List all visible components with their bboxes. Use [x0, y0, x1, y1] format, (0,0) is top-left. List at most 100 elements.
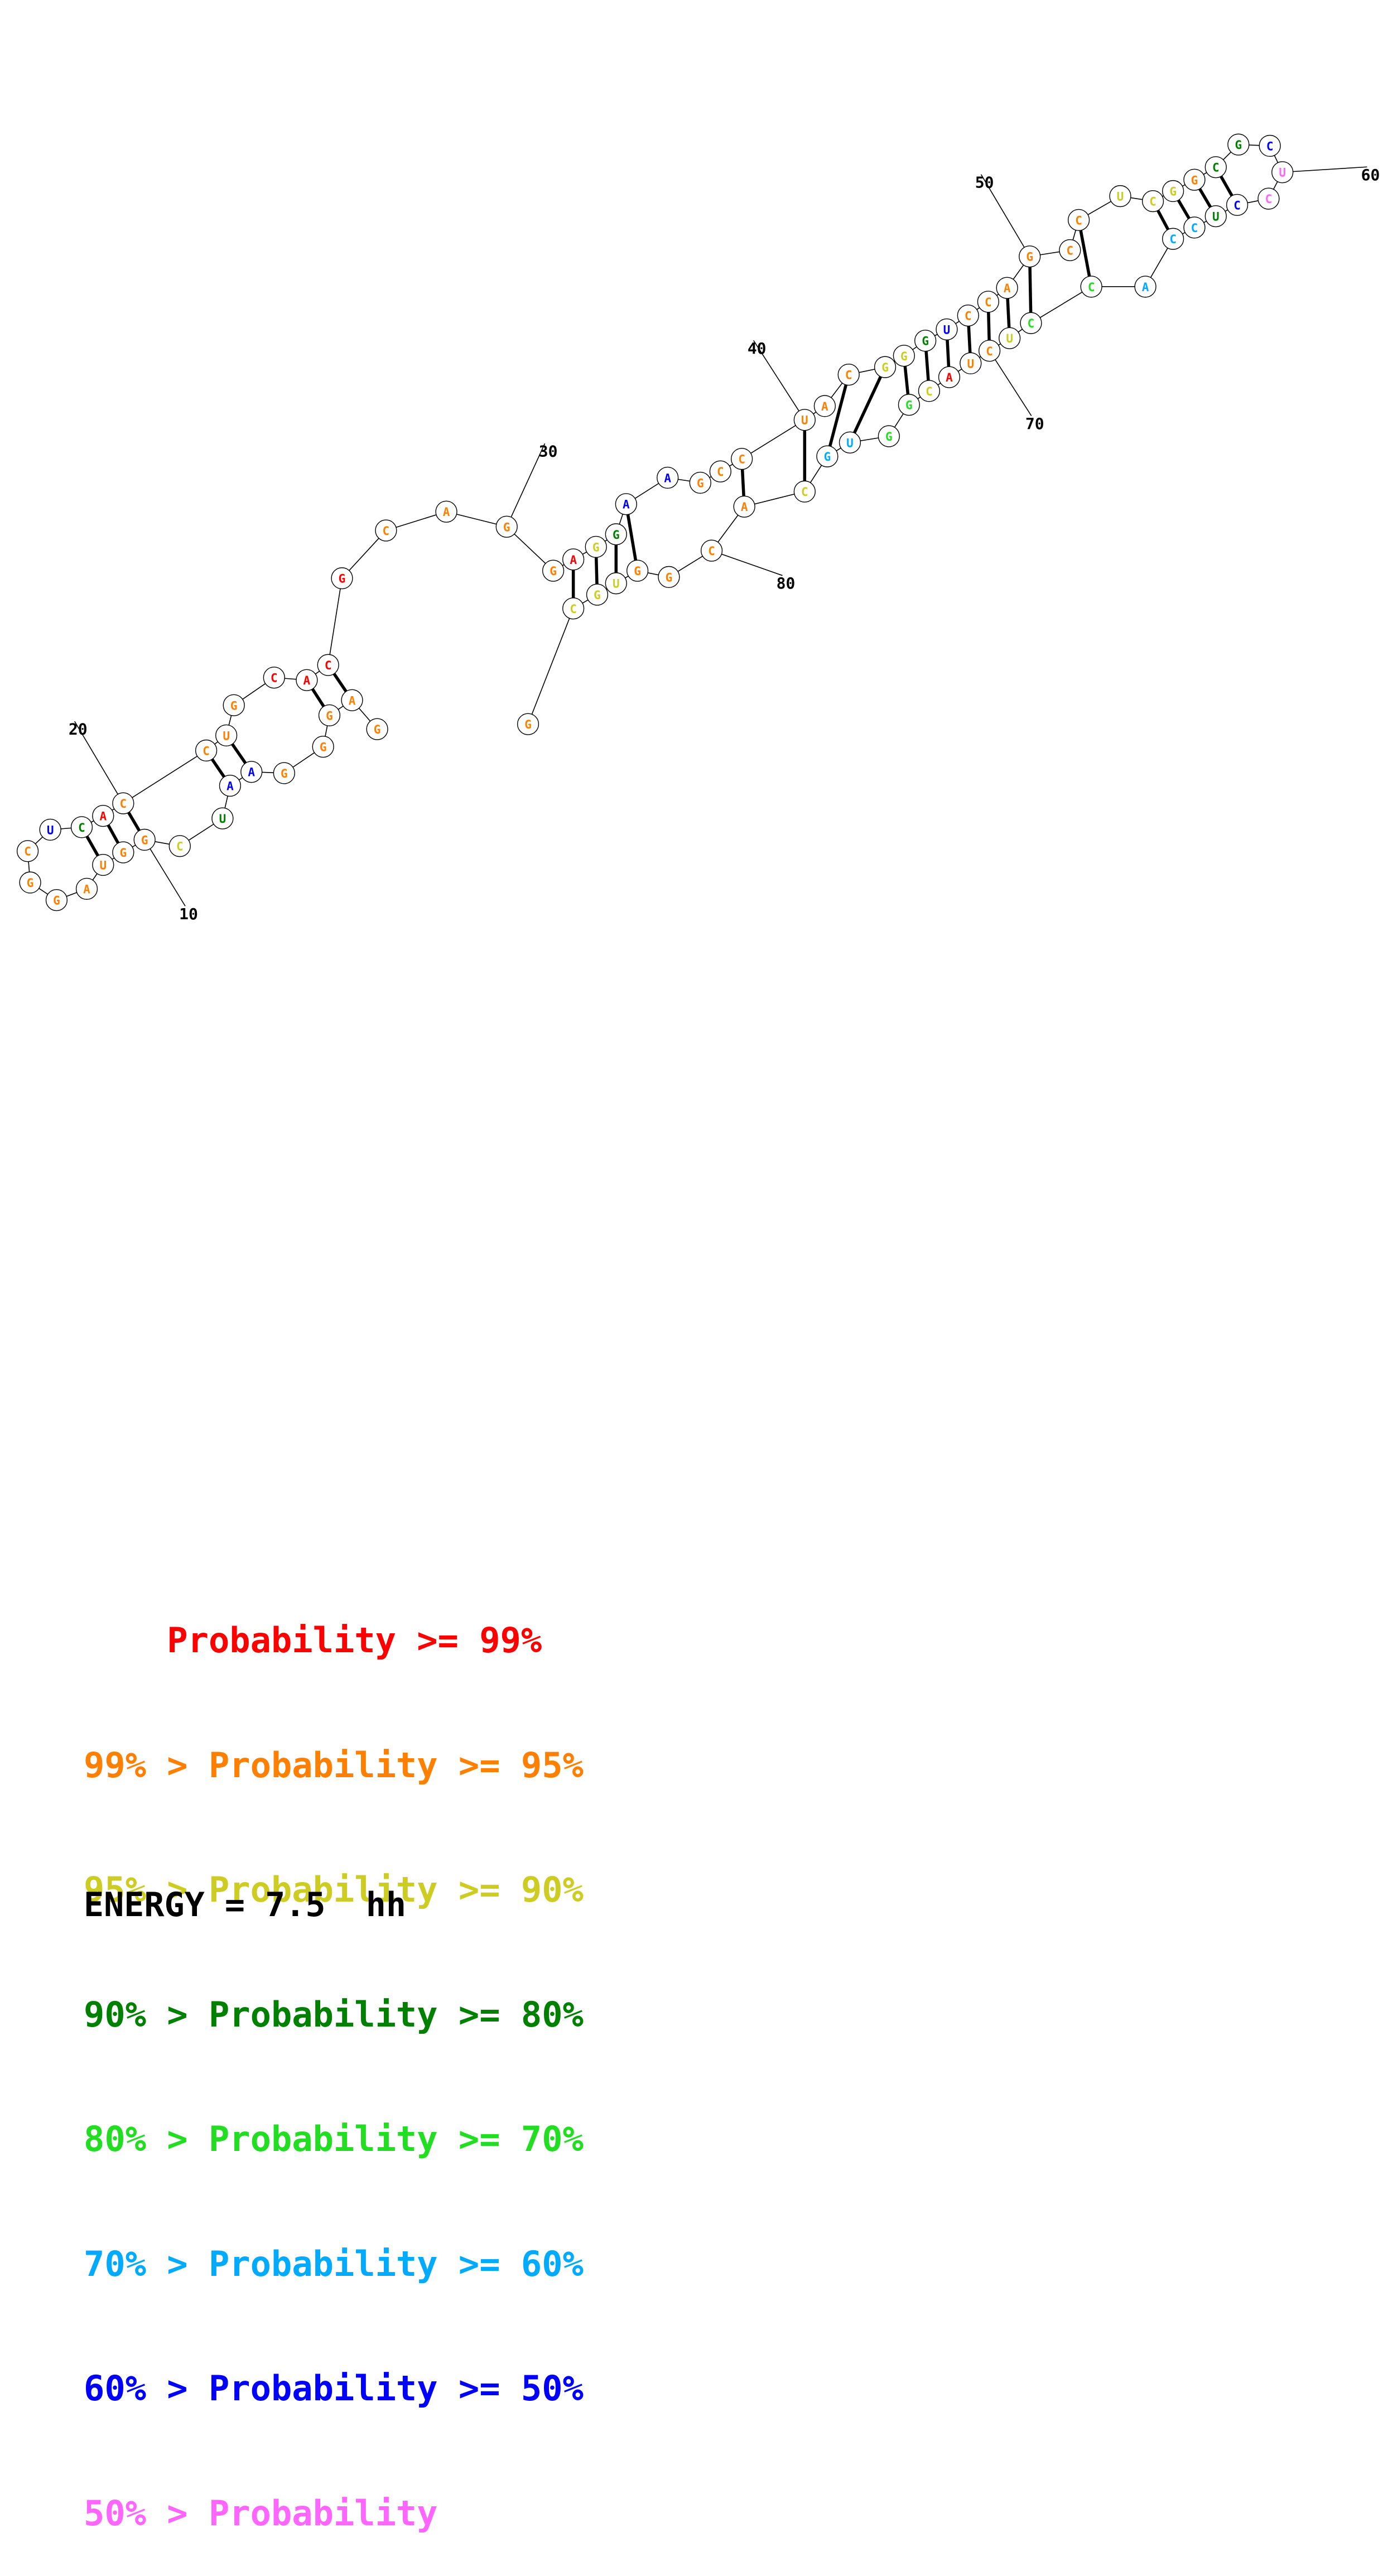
nucleotide-letter: C — [78, 821, 85, 834]
nucleotide-circle — [898, 394, 921, 416]
nucleotide: U — [605, 572, 627, 595]
nucleotide: G — [312, 736, 334, 758]
nucleotide: A — [938, 366, 961, 388]
nucleotide-letter: G — [900, 350, 908, 363]
nucleotide: C — [1059, 239, 1081, 262]
nucleotide-letter: C — [1169, 233, 1177, 246]
base-pair-bond — [826, 374, 850, 457]
nucleotide-circle — [960, 352, 982, 374]
nucleotide-letter: G — [141, 833, 148, 847]
nucleotide-letter: C — [965, 310, 972, 323]
nucleotide-letter: G — [550, 565, 557, 578]
nucleotide: G — [878, 425, 900, 447]
nucleotide-letter: U — [1117, 190, 1124, 204]
nucleotide: A — [813, 395, 836, 417]
nucleotide-letter: C — [1265, 192, 1273, 206]
nucleotide-circle — [733, 495, 755, 518]
base-pair-bond — [624, 504, 639, 571]
nucleotide-circle — [837, 363, 860, 386]
nucleotide-letter: G — [503, 520, 510, 534]
nucleotide: A — [341, 689, 363, 711]
nucleotide-circle — [936, 318, 958, 341]
nucleotide-letter: G — [885, 430, 893, 443]
nucleotide-letter: G — [905, 399, 913, 412]
nucleotide-letter: C — [203, 744, 210, 758]
nucleotide-circle — [133, 828, 156, 851]
nucleotide-circle — [1204, 205, 1227, 228]
nucleotide-circle — [893, 345, 915, 367]
nucleotide-letter: C — [1075, 214, 1082, 227]
nucleotide: C — [168, 835, 191, 857]
nucleotide-circle — [273, 762, 295, 784]
nucleotide: C — [1141, 190, 1164, 213]
legend-row-prob-90: 95% > Probability >= 90% — [84, 1869, 584, 1910]
position-label: 40 — [748, 339, 767, 358]
nucleotide: G — [495, 515, 518, 538]
nucleotide: C — [1080, 276, 1102, 298]
nucleotide-letter: G — [613, 528, 620, 542]
nucleotide-circle — [219, 774, 242, 797]
nucleotide: C — [957, 305, 979, 327]
nucleotide-letter: G — [53, 894, 60, 908]
nucleotide: G — [1019, 245, 1041, 268]
nucleotide: U — [39, 818, 61, 841]
nucleotide-letter: A — [1004, 282, 1011, 295]
nucleotide-letter: U — [223, 729, 230, 742]
nucleotide-circle — [1134, 276, 1156, 298]
nucleotide-letter: C — [120, 797, 127, 811]
legend-row-prob-below-50: 50% > Probability — [84, 2492, 438, 2534]
nucleotide-circle — [999, 327, 1021, 349]
nucleotide: G — [318, 704, 341, 726]
nucleotide-letter: U — [219, 812, 227, 826]
position-label: 70 — [1025, 414, 1044, 433]
nucleotide-circle — [341, 689, 363, 711]
nucleotide-circle — [1059, 239, 1081, 262]
position-tick — [753, 340, 806, 421]
nucleotide-letter: C — [271, 672, 278, 685]
nucleotide-circle — [70, 816, 93, 838]
nucleotide: G — [585, 536, 607, 558]
nucleotide-circle — [1080, 276, 1102, 298]
nucleotide-circle — [605, 572, 627, 595]
nucleotide-circle — [1109, 185, 1131, 208]
nucleotide-circle — [1141, 190, 1164, 213]
nucleotide: A — [996, 277, 1018, 299]
nucleotide-circle — [195, 739, 218, 762]
nucleotide-letter: C — [24, 845, 31, 858]
nucleotide: C — [1226, 194, 1249, 216]
backbone-segment — [123, 750, 207, 804]
nucleotide-circle — [731, 447, 753, 470]
backbone-segment — [1030, 286, 1092, 324]
nucleotide-letter: G — [1026, 250, 1033, 264]
probability-legend: Probability >= 99% 99% > Probability >= … — [84, 1537, 584, 2576]
nucleotide-letter: G — [230, 699, 238, 712]
nucleotide-circle — [977, 291, 999, 313]
nucleotide-letter: C — [1028, 317, 1035, 330]
nucleotide-circle — [366, 718, 388, 740]
nucleotide-letter: C — [717, 465, 724, 479]
nucleotide: U — [999, 327, 1021, 349]
nucleotide: G — [517, 713, 539, 735]
nucleotide: U — [1204, 205, 1227, 228]
nucleotide-letter: C — [383, 524, 390, 538]
nucleotide-circle — [938, 366, 961, 388]
nucleotide-circle — [813, 395, 836, 417]
nucleotide-circle — [1183, 216, 1206, 239]
nucleotide: G — [689, 471, 711, 494]
nucleotide-circle — [39, 818, 61, 841]
nucleotide-circle — [605, 523, 627, 546]
nucleotide-letter: U — [1006, 332, 1013, 345]
nucleotide-circle — [112, 792, 134, 814]
position-tick — [980, 174, 1030, 257]
nucleotide-circle — [1226, 194, 1249, 216]
legend-row-prob-99: Probability >= 99% — [84, 1620, 542, 1661]
nucleotide-letter: G — [592, 541, 600, 554]
nucleotide-circle — [978, 340, 1001, 362]
nucleotide-letter: C — [1266, 139, 1274, 153]
nucleotide: C — [1020, 312, 1042, 334]
position-tick — [506, 443, 546, 527]
nucleotide-letter: U — [801, 414, 808, 427]
nucleotide-circle — [542, 559, 565, 582]
nucleotide-circle — [1162, 228, 1184, 250]
nucleotide-circle — [331, 567, 353, 590]
